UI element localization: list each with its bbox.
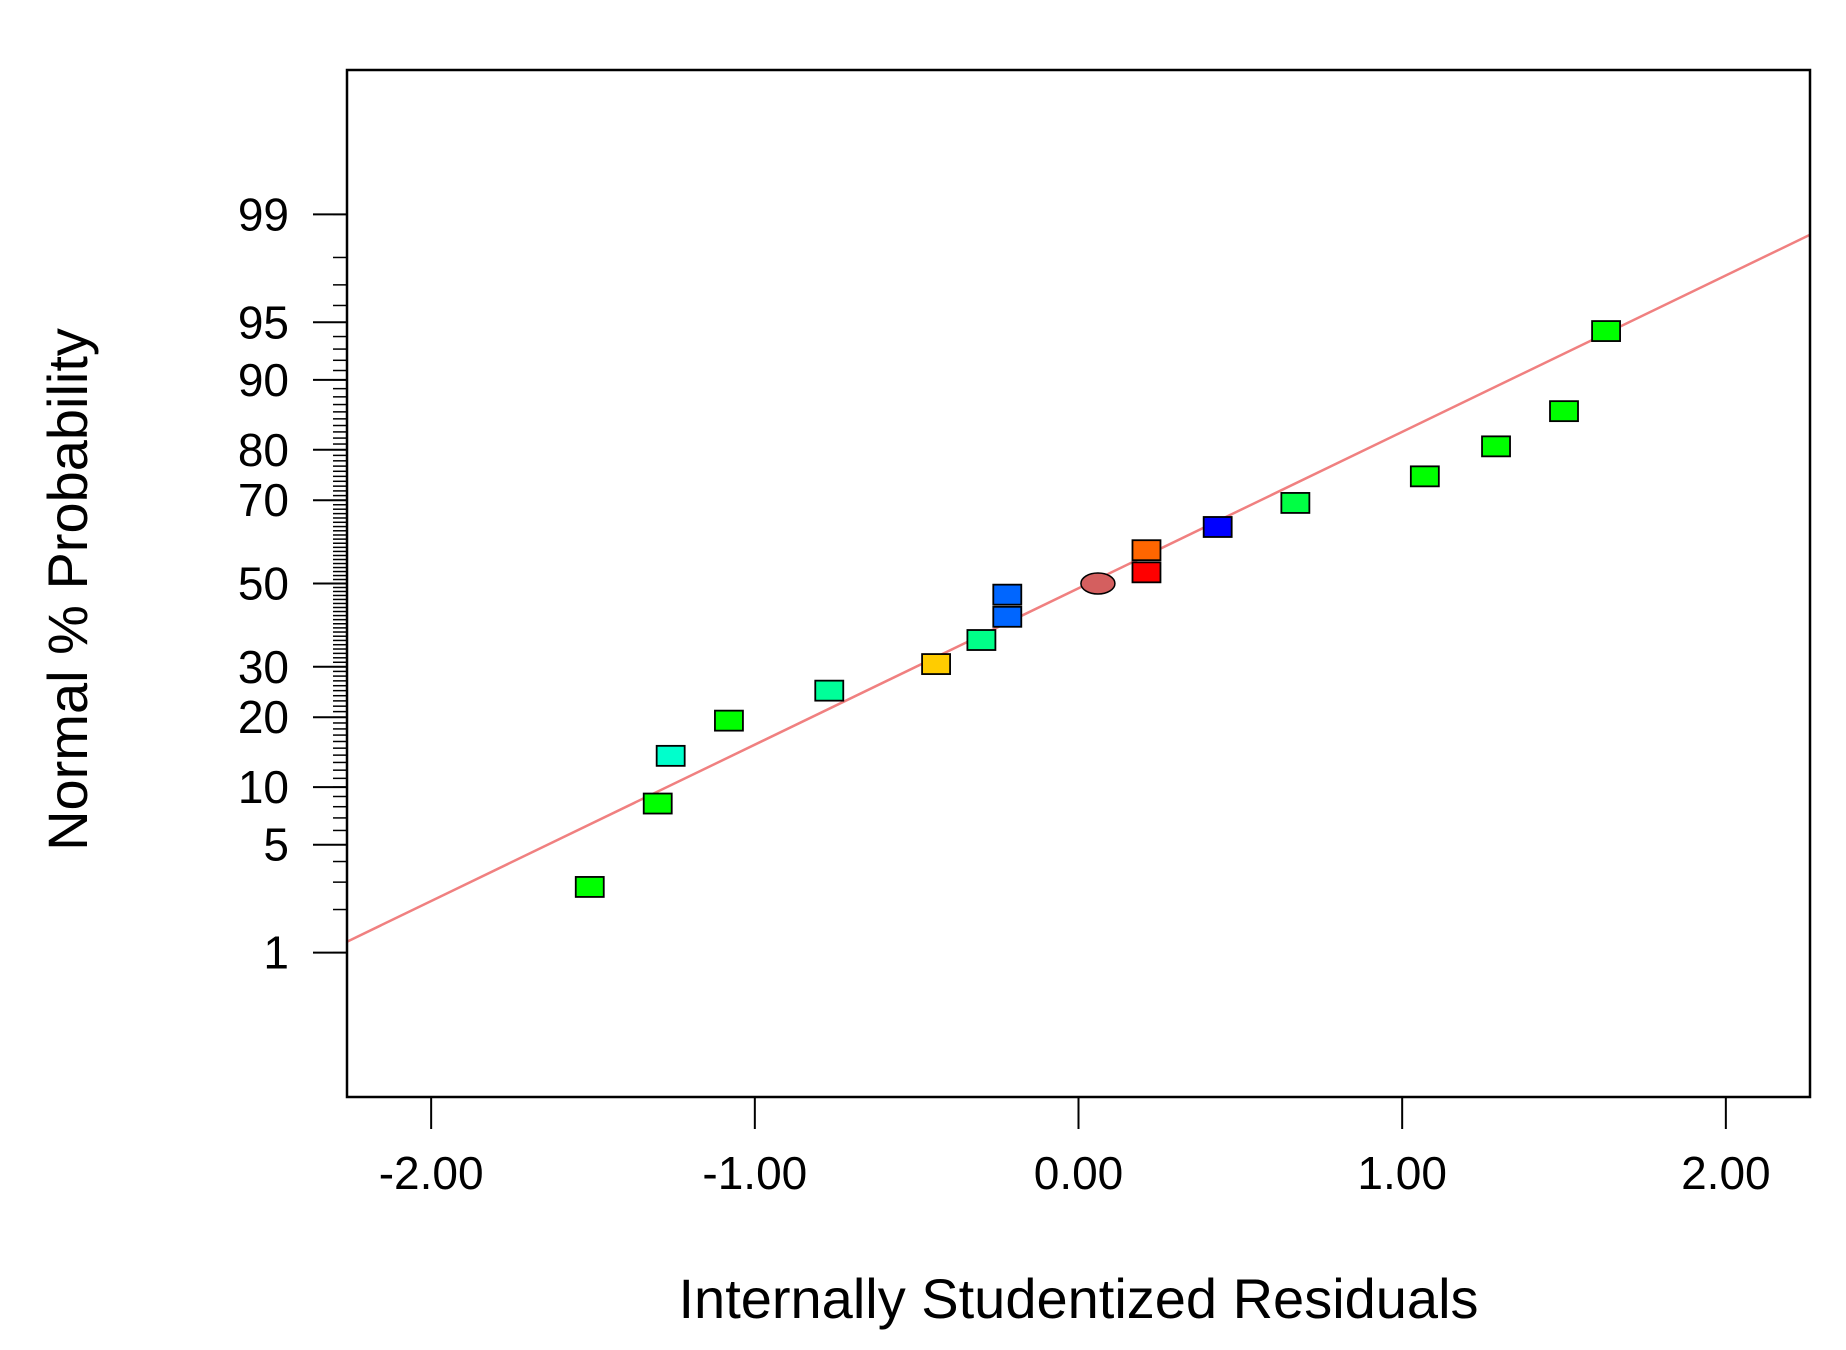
- data-point: [1280, 492, 1311, 514]
- data-point: [1481, 435, 1511, 458]
- y-tick-label: 80: [238, 424, 289, 476]
- x-tick-label: -2.00: [379, 1147, 484, 1199]
- y-tick-label: 90: [238, 354, 289, 406]
- x-tick-labels: -2.00 -1.00 0.00 1.00 2.00: [379, 1147, 1771, 1199]
- data-point: [1202, 516, 1233, 538]
- y-tick-label: 99: [238, 188, 289, 240]
- data-point: [992, 605, 1023, 628]
- x-tick-label: 1.00: [1357, 1147, 1447, 1199]
- y-minor-ticks: [333, 213, 347, 954]
- data-point: [1131, 539, 1162, 562]
- y-tick-label: 70: [238, 474, 289, 526]
- y-tick-label: 20: [238, 691, 289, 743]
- data-point: [1080, 572, 1116, 595]
- data-point: [992, 583, 1023, 606]
- data-point: [1591, 320, 1621, 342]
- data-point: [1131, 561, 1162, 584]
- y-axis-title: Normal % Probability: [36, 328, 99, 851]
- data-point: [1409, 465, 1440, 488]
- y-tick-label: 95: [238, 296, 289, 348]
- reference-line: [346, 233, 1811, 943]
- x-tick-label: 2.00: [1681, 1147, 1771, 1199]
- y-tick-label: 5: [263, 819, 289, 871]
- x-axis-title: Internally Studentized Residuals: [678, 1267, 1478, 1330]
- y-tick-label: 50: [238, 558, 289, 610]
- data-points: [574, 320, 1621, 898]
- x-tick-label: 0.00: [1034, 1147, 1124, 1199]
- x-tick-label: -1.00: [702, 1147, 807, 1199]
- data-point: [655, 744, 686, 767]
- data-point: [714, 709, 744, 732]
- y-tick-label: 1: [263, 927, 289, 979]
- y-major-ticks: [313, 213, 347, 954]
- plot-frame: [345, 68, 1812, 1099]
- data-point: [574, 876, 605, 898]
- data-point: [814, 679, 845, 702]
- y-tick-label: 10: [238, 761, 289, 813]
- data-point: [1549, 400, 1579, 423]
- x-ticks: [430, 1097, 1727, 1129]
- y-tick-label: 30: [238, 641, 289, 693]
- data-point: [642, 792, 673, 815]
- data-point: [921, 653, 951, 675]
- data-point: [966, 629, 997, 651]
